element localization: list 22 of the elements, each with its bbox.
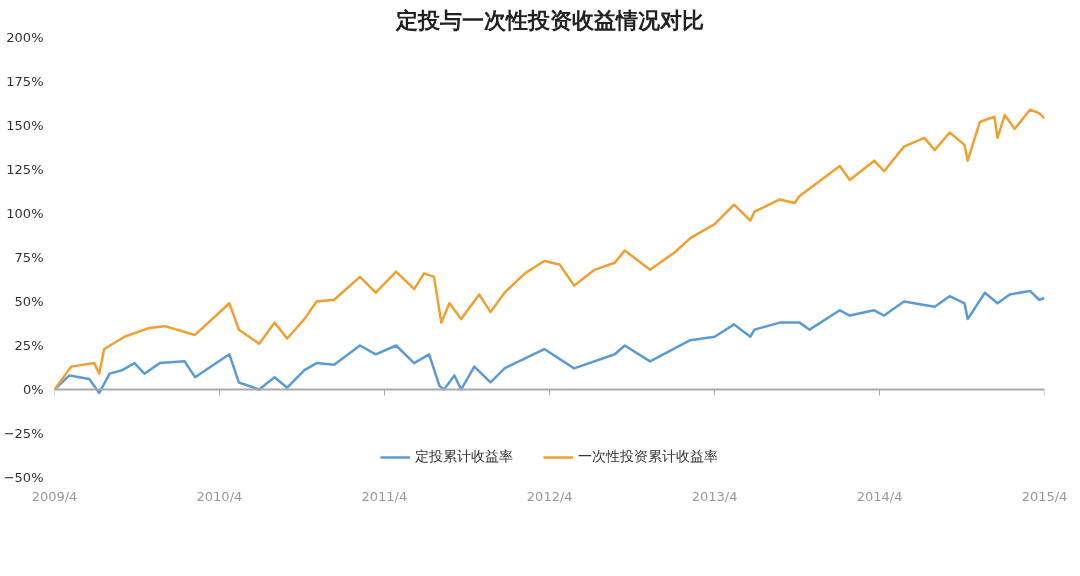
y-tick-label: 50% [14,294,44,309]
x-tick-label: 2013/4 [691,488,738,504]
x-tick-label: 2012/4 [526,488,573,504]
y-tick-label: 200% [6,30,44,45]
y-tick-label: −25% [3,426,44,441]
y-tick-label: 75% [14,250,44,265]
legend-label: 定投累计收益率 [415,448,513,466]
x-tick-label: 2010/4 [196,488,243,504]
y-tick-label: 125% [6,162,44,177]
y-tick-label: 150% [6,118,44,133]
x-tick-label: 2014/4 [856,488,903,504]
y-tick-label: 25% [14,338,44,353]
x-tick-label: 2011/4 [361,488,408,504]
chart-title: 定投与一次性投资收益情况对比 [394,7,704,33]
legend-label: 一次性投资累计收益率 [578,448,718,466]
line-series [54,289,1045,395]
y-tick-label: 0% [22,382,44,397]
x-tick-label: 2015/4 [1021,488,1068,504]
y-tick-label: 175% [6,74,44,89]
y-tick-label: −50% [3,470,44,485]
x-tick-label: 2009/4 [31,488,78,504]
y-tick-label: 100% [6,206,44,221]
